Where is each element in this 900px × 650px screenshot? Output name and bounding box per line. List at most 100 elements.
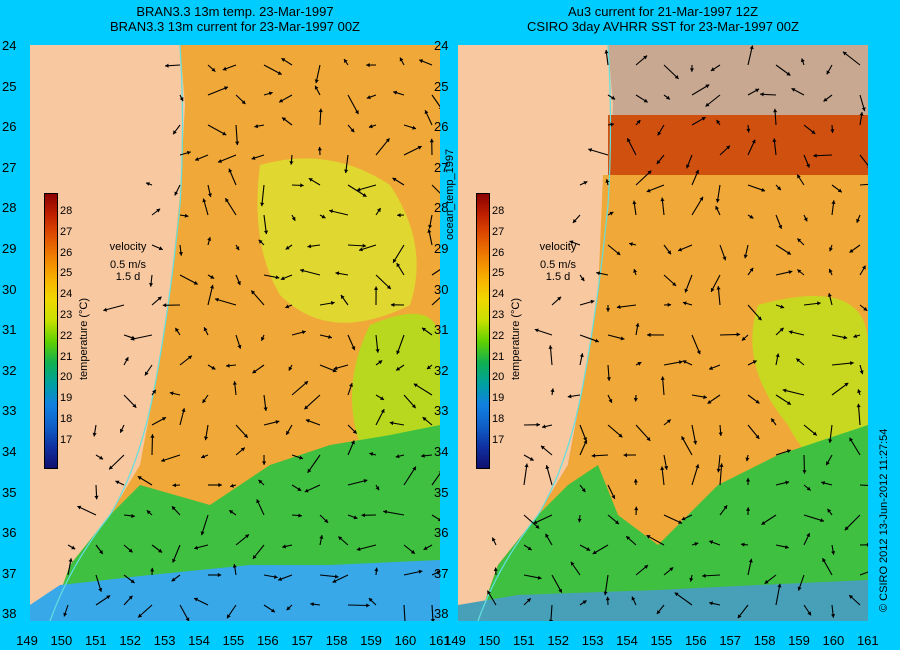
arrow-head <box>681 436 686 441</box>
arrow-head <box>828 268 833 273</box>
arrow-head <box>686 164 690 169</box>
arrow-head <box>210 275 215 279</box>
lat-tick-label: 29 <box>434 241 449 256</box>
current-arrow <box>859 154 868 167</box>
lat-tick-label: 38 <box>434 606 449 622</box>
arrow-head <box>314 85 319 90</box>
arrow-head <box>710 287 715 292</box>
current-arrow <box>77 505 97 516</box>
arrow-head <box>217 572 222 578</box>
arrow-head <box>608 398 613 403</box>
arrow-head <box>844 526 849 531</box>
current-arrow <box>383 510 405 516</box>
arrow-head <box>775 353 780 358</box>
arrow-head <box>201 454 206 459</box>
arrow-head <box>666 419 671 424</box>
arrow-head <box>788 270 793 275</box>
arrow-head <box>396 366 401 371</box>
arrow-head <box>419 59 424 64</box>
arrow-head <box>225 198 229 203</box>
arrow-head <box>831 614 836 618</box>
arrow-head <box>280 276 285 281</box>
lon-tick-label: 152 <box>547 633 570 648</box>
arrow-head <box>263 407 268 411</box>
arrow-head <box>307 468 312 473</box>
arrow-head <box>749 214 754 219</box>
arrow-head <box>286 430 290 435</box>
arrow-head <box>693 440 698 445</box>
lat-tick-label: 38 <box>2 606 17 622</box>
arrow-head <box>843 335 848 340</box>
arrow-head <box>353 515 358 520</box>
arrow-head <box>709 540 714 545</box>
arrow-head <box>682 360 687 364</box>
arrow-head <box>334 574 339 579</box>
arrow-head <box>618 433 623 438</box>
lat-tick-label: 32 <box>2 362 17 378</box>
arrow-head <box>702 573 706 578</box>
arrow-head <box>282 117 287 122</box>
arrow-head <box>426 365 431 370</box>
arrow-head <box>716 286 721 290</box>
arrow-head <box>856 403 861 408</box>
arrow-head <box>829 247 833 252</box>
arrow-head <box>643 98 648 103</box>
lon-tick-label: 154 <box>188 633 210 648</box>
arrow-head <box>859 112 864 116</box>
cold-water <box>30 560 440 621</box>
arrow-head <box>278 577 283 581</box>
arrow-head <box>375 349 380 353</box>
left-map-panel[interactable] <box>30 45 440 621</box>
arrow-head <box>215 297 219 302</box>
lat-tick-label: 37 <box>434 565 449 581</box>
arrow-head <box>310 602 314 607</box>
arrow-head <box>741 542 745 547</box>
arrow-head <box>298 513 302 518</box>
arrow-head <box>356 547 361 551</box>
arrow-head <box>161 458 165 462</box>
arrow-head <box>332 579 337 583</box>
arrow-head <box>703 395 707 400</box>
arrow-head <box>821 481 825 485</box>
arrow-head <box>749 267 754 272</box>
arrow-head <box>222 66 227 71</box>
current-arrow <box>431 94 440 108</box>
arrow-head <box>746 128 751 133</box>
arrow-head <box>529 457 534 461</box>
arrow-head <box>380 396 385 400</box>
right-title: Au3 current for 21-Mar-1997 12Z CSIRO 3d… <box>458 4 868 34</box>
current-arrow <box>396 334 405 355</box>
velocity-key-left: velocity 0.5 m/s 1.5 d <box>98 241 158 283</box>
current-arrow <box>307 454 321 474</box>
arrow-head <box>282 544 286 549</box>
arrow-head <box>570 561 575 566</box>
arrow-head <box>162 417 166 421</box>
arrow-head <box>297 487 302 491</box>
arrow-head <box>684 288 689 293</box>
arrow-head <box>626 536 631 540</box>
arrow-head <box>207 237 212 241</box>
arrow-head <box>755 399 760 404</box>
lat-tick-label: 28 <box>2 200 17 216</box>
arrow-head <box>362 193 367 197</box>
lon-tick-label: 159 <box>788 633 810 648</box>
arrow-head <box>396 350 401 355</box>
arrow-head <box>545 465 550 470</box>
right-map-panel[interactable] <box>458 45 868 621</box>
current-arrow <box>130 334 153 341</box>
arrow-head <box>329 209 333 214</box>
arrow-head <box>207 193 212 198</box>
velocity-label: velocity <box>539 241 577 253</box>
colorbar-tick: 23 <box>60 309 73 321</box>
arrow-head <box>844 382 849 387</box>
colorbar-right <box>476 193 490 469</box>
arrow-head <box>557 296 562 301</box>
arrow-head <box>418 569 423 574</box>
arrow-head <box>281 58 286 62</box>
lat-tick-label: 29 <box>2 241 17 256</box>
arrow-head <box>606 308 611 312</box>
arrow-head <box>330 301 335 306</box>
arrow-head <box>258 239 263 244</box>
lon-tick-label: 161 <box>428 633 451 648</box>
arrow-head <box>788 330 793 335</box>
